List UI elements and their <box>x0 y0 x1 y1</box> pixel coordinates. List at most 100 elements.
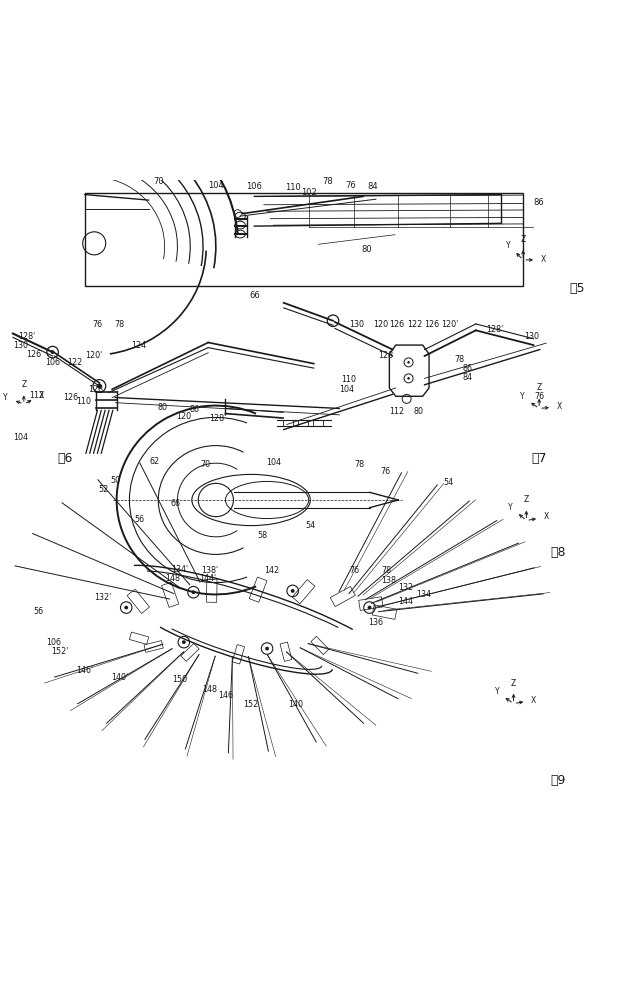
Bar <box>331 586 356 607</box>
Circle shape <box>192 590 195 594</box>
Text: 126: 126 <box>63 393 78 402</box>
Text: 86: 86 <box>190 405 200 414</box>
Text: 128': 128' <box>485 325 503 334</box>
Text: X: X <box>531 696 536 705</box>
Text: 152: 152 <box>244 700 258 709</box>
Text: 102: 102 <box>301 188 316 197</box>
Circle shape <box>407 377 410 380</box>
Text: 128: 128 <box>89 385 104 394</box>
Bar <box>232 645 244 664</box>
Text: 122: 122 <box>407 320 422 329</box>
Bar <box>181 643 199 661</box>
Bar <box>280 642 292 661</box>
Text: 图9: 图9 <box>550 774 566 787</box>
Text: Z: Z <box>521 235 526 244</box>
Text: 146': 146' <box>76 666 93 675</box>
Text: Y: Y <box>3 393 8 402</box>
Text: 76: 76 <box>350 566 360 575</box>
Text: 112: 112 <box>390 407 404 416</box>
Circle shape <box>51 350 55 354</box>
Text: 78: 78 <box>355 460 365 469</box>
Text: 84: 84 <box>367 182 378 191</box>
Text: 86: 86 <box>462 364 473 373</box>
Text: 146: 146 <box>218 691 233 700</box>
Text: Y: Y <box>507 241 511 250</box>
Circle shape <box>291 589 294 593</box>
Text: X: X <box>541 255 547 264</box>
Text: 132: 132 <box>399 583 413 592</box>
Text: 104: 104 <box>208 181 224 190</box>
Text: 128': 128' <box>209 414 226 423</box>
Text: 58: 58 <box>258 531 267 540</box>
Text: 76: 76 <box>93 320 102 329</box>
Text: 62: 62 <box>150 457 160 466</box>
Text: 110: 110 <box>285 183 300 192</box>
Text: 130: 130 <box>524 332 539 341</box>
Text: 134: 134 <box>417 590 431 599</box>
Text: 128': 128' <box>19 332 35 341</box>
Text: 图7: 图7 <box>531 452 547 465</box>
Bar <box>298 420 308 426</box>
Text: 112: 112 <box>29 391 44 400</box>
Text: 144': 144' <box>199 574 216 583</box>
Text: 120': 120' <box>441 320 458 329</box>
Text: 140': 140' <box>111 673 129 682</box>
Text: 138: 138 <box>381 576 396 585</box>
Text: 54: 54 <box>305 521 315 530</box>
Bar <box>85 193 523 286</box>
Text: 54: 54 <box>443 478 453 487</box>
Text: 130: 130 <box>13 341 28 350</box>
Bar <box>161 582 179 607</box>
Text: 134': 134' <box>171 565 188 574</box>
Text: 140: 140 <box>289 700 303 709</box>
Circle shape <box>124 606 128 609</box>
Text: 110: 110 <box>76 397 91 406</box>
Text: X: X <box>39 391 44 400</box>
Text: 76: 76 <box>345 181 356 190</box>
Text: 120: 120 <box>176 412 192 421</box>
Bar <box>313 420 323 426</box>
Text: 126: 126 <box>26 350 41 359</box>
Circle shape <box>407 361 410 364</box>
Text: Y: Y <box>520 392 525 401</box>
Bar <box>292 580 315 604</box>
Text: 图6: 图6 <box>58 452 73 465</box>
Text: 104: 104 <box>13 433 28 442</box>
Text: 136: 136 <box>368 618 383 627</box>
Bar <box>311 636 329 655</box>
Text: 126: 126 <box>389 320 404 329</box>
Text: 152': 152' <box>51 647 69 656</box>
Text: 122: 122 <box>68 358 83 367</box>
Text: 52: 52 <box>98 485 109 494</box>
Circle shape <box>265 647 269 650</box>
Text: X: X <box>544 512 549 521</box>
Text: 106: 106 <box>46 638 61 647</box>
Bar <box>129 632 149 644</box>
Text: 138': 138' <box>201 566 218 575</box>
Text: 80: 80 <box>158 403 168 412</box>
Text: 66: 66 <box>249 291 260 300</box>
Text: Z: Z <box>21 380 26 389</box>
Text: 104: 104 <box>266 458 281 467</box>
Text: Z: Z <box>524 495 529 504</box>
Text: 56: 56 <box>33 607 44 616</box>
Text: 80: 80 <box>414 407 424 416</box>
Bar <box>127 589 150 613</box>
Bar <box>206 579 217 602</box>
Bar <box>359 597 383 610</box>
Text: Y: Y <box>509 503 513 512</box>
Text: 150: 150 <box>172 675 187 684</box>
Text: 76: 76 <box>534 392 544 401</box>
Text: 80: 80 <box>361 245 372 254</box>
Text: 132': 132' <box>94 593 111 602</box>
Text: 106: 106 <box>45 358 60 367</box>
Text: 50: 50 <box>111 476 120 485</box>
Circle shape <box>97 383 102 389</box>
Text: 78: 78 <box>323 177 333 186</box>
Text: 120: 120 <box>373 320 388 329</box>
Text: 56: 56 <box>134 515 144 524</box>
Text: 78: 78 <box>454 355 464 364</box>
Text: 70: 70 <box>153 177 163 186</box>
Text: 104: 104 <box>340 385 354 394</box>
Text: Y: Y <box>494 687 499 696</box>
